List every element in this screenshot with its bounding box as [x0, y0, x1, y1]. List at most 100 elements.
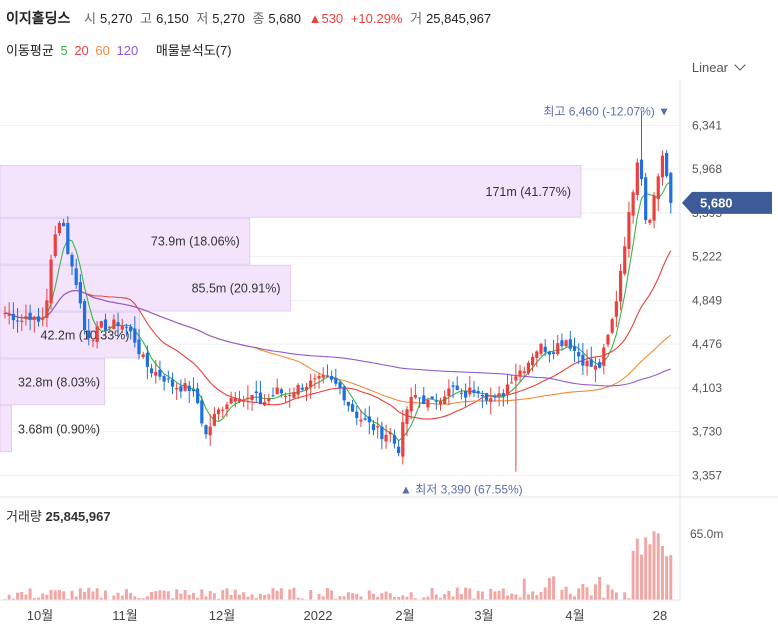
volume-bar [514, 594, 518, 600]
x-tick-label: 11월 [112, 608, 137, 623]
volume-bar [166, 591, 170, 600]
candle-body [225, 404, 229, 410]
candle-body [183, 383, 187, 391]
candle-body [338, 382, 342, 389]
scale-selector[interactable]: Linear [691, 59, 746, 75]
volume-bar [112, 595, 116, 600]
volume-bar [258, 593, 262, 600]
candle-body [191, 389, 196, 392]
volume-bar [279, 588, 283, 600]
volume-bar [480, 591, 484, 600]
volume-bar [644, 537, 648, 600]
candle-body [137, 339, 141, 355]
candle-body [246, 397, 250, 399]
volume-bar [225, 588, 229, 600]
volume-label: 거 [410, 11, 423, 26]
candle-body [551, 352, 556, 355]
candle-body [288, 394, 292, 396]
volume-bar [145, 596, 149, 600]
candle-body [413, 394, 417, 398]
ma20-line [4, 250, 672, 420]
change-percent: +10.29% [350, 11, 403, 26]
scale-mode[interactable]: Linear [691, 60, 728, 75]
candle-body [568, 339, 572, 349]
candle-body [296, 384, 300, 395]
volume-bar [648, 544, 652, 600]
candle-body [292, 392, 296, 398]
volume-bar [242, 592, 246, 600]
volume-bar [292, 587, 296, 600]
volume-bar [99, 597, 103, 600]
candle-body [53, 234, 57, 257]
volume-bar [317, 594, 321, 600]
candle-body [518, 370, 522, 377]
candle-body [317, 375, 321, 379]
candle-body [577, 351, 581, 357]
volume-bar [24, 594, 28, 600]
volume-bar [568, 593, 572, 600]
volume-header-label: 거래량 [6, 509, 42, 524]
candle-body [162, 376, 166, 382]
candle-body [78, 282, 82, 304]
volume-bar [204, 596, 208, 600]
volume-bar [37, 597, 40, 600]
volume-bar [656, 533, 660, 600]
candle-body [7, 313, 11, 316]
volume-bar [49, 589, 53, 600]
candle-body [443, 396, 447, 404]
candle-body [380, 426, 384, 440]
candle-body [62, 222, 66, 227]
volume-bar [510, 593, 514, 600]
candle-body [250, 394, 254, 401]
candle-body [602, 347, 606, 366]
current-price-label: 5,680 [700, 195, 733, 210]
candle-body [593, 365, 598, 370]
candle-body [401, 422, 405, 457]
volume-bar [74, 596, 78, 600]
volume-bar [602, 597, 606, 600]
candle-body [535, 351, 539, 358]
y-tick-label: 4,103 [692, 381, 722, 395]
volume-bar [506, 595, 509, 600]
moving-averages [4, 180, 672, 442]
volume-bar [531, 591, 535, 600]
candle-body [438, 400, 443, 405]
low-value: 5,270 [212, 11, 245, 26]
volume-bar [154, 591, 158, 600]
volume-bar [124, 589, 128, 600]
candle-body [258, 392, 263, 405]
volume-bar [296, 597, 300, 600]
volume-bar [66, 598, 70, 600]
volume-bar [116, 592, 120, 600]
volume-bar [238, 594, 241, 600]
candle-body [660, 155, 665, 178]
x-tick-label: 2월 [395, 608, 414, 623]
volume-profile-label[interactable]: 매물분석도(7) [155, 43, 232, 58]
volume-bar [334, 598, 338, 600]
volume-bar [342, 596, 346, 600]
candle-body [70, 254, 74, 267]
volume-bar [493, 591, 497, 600]
x-tick-label: 3월 [474, 608, 493, 623]
candle-body [363, 418, 367, 420]
indicator-legend[interactable]: 이동평균 5 20 60 120 매물분석도(7) [6, 40, 235, 59]
volume-bar [229, 594, 233, 600]
moving-average-label[interactable]: 이동평균 [6, 43, 54, 58]
current-price-tag [682, 191, 772, 214]
volume-bar [455, 587, 459, 600]
volume-bar [338, 595, 342, 600]
candle-body [158, 369, 162, 377]
candle-body [233, 398, 237, 402]
candle-body [45, 300, 49, 318]
candle-body [321, 375, 325, 378]
volume-bar [141, 598, 145, 600]
volume-bar [476, 591, 480, 600]
quote-header: 이지홀딩스 시 5,270 고 6,150 저 5,270 종 5,680 ▲530 +… [6, 8, 495, 28]
volume-bar [150, 591, 154, 600]
candle-body [334, 377, 338, 384]
candle-body [124, 326, 129, 328]
volume-bar [535, 595, 539, 600]
candle-body [564, 340, 568, 347]
candle-body [539, 343, 543, 354]
